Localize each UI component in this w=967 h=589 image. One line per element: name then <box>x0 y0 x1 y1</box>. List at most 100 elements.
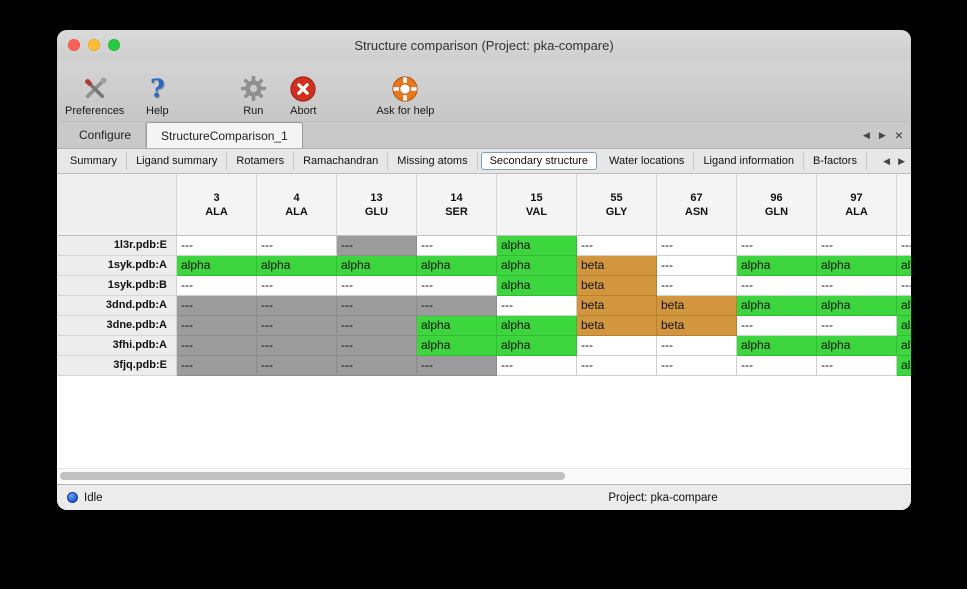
help-button[interactable]: ? Help <box>140 73 174 117</box>
table-cell-missing[interactable]: --- <box>177 336 257 356</box>
table-cell-none[interactable]: --- <box>417 276 497 296</box>
table-cell-beta[interactable]: beta <box>657 296 737 316</box>
subtab-rotamers[interactable]: Rotamers <box>227 152 295 170</box>
table-cell-alpha[interactable]: alpha <box>737 336 817 356</box>
table-cell-missing[interactable]: --- <box>337 236 417 256</box>
table-cell-beta[interactable]: beta <box>577 256 657 276</box>
table-cell-none[interactable]: --- <box>817 356 897 376</box>
subtab-water-locations[interactable]: Water locations <box>600 152 695 170</box>
table-cell-missing[interactable]: --- <box>337 296 417 316</box>
subtab-secondary-structure[interactable]: Secondary structure <box>480 152 598 170</box>
zoom-window-button[interactable] <box>108 39 120 51</box>
table-cell-none[interactable]: --- <box>897 276 911 296</box>
row-header[interactable]: 3dnd.pdb:A <box>57 296 177 316</box>
table-cell-none[interactable]: --- <box>657 336 737 356</box>
table-cell-none[interactable]: --- <box>657 276 737 296</box>
table-cell-missing[interactable]: --- <box>417 356 497 376</box>
tab-structurecomparison-1[interactable]: StructureComparison_1 <box>146 122 303 148</box>
table-cell-alpha[interactable]: alpha <box>177 256 257 276</box>
table-cell-alpha[interactable]: alpha <box>737 256 817 276</box>
table-cell-none[interactable]: --- <box>497 296 577 316</box>
table-cell-none[interactable]: --- <box>817 236 897 256</box>
table-cell-alpha[interactable]: alpha <box>497 256 577 276</box>
close-window-button[interactable] <box>68 39 80 51</box>
table-cell-none[interactable]: --- <box>497 356 577 376</box>
table-cell-beta[interactable]: beta <box>577 276 657 296</box>
table-cell-alpha[interactable]: alpha <box>497 316 577 336</box>
subtab-summary[interactable]: Summary <box>61 152 128 170</box>
minimize-window-button[interactable] <box>88 39 100 51</box>
table-cell-alpha[interactable]: alpha <box>417 316 497 336</box>
horizontal-scrollbar[interactable] <box>57 468 911 484</box>
table-cell-missing[interactable]: --- <box>337 316 417 336</box>
table-cell-none[interactable]: --- <box>257 276 337 296</box>
subtab-ramachandran[interactable]: Ramachandran <box>294 152 389 170</box>
table-cell-alpha[interactable]: alpha <box>897 296 911 316</box>
table-cell-missing[interactable]: --- <box>257 316 337 336</box>
table-cell-none[interactable]: --- <box>257 236 337 256</box>
tab-prev-icon[interactable]: ◀ <box>862 129 870 140</box>
table-cell-missing[interactable]: --- <box>177 296 257 316</box>
subtab-missing-atoms[interactable]: Missing atoms <box>388 152 478 170</box>
row-header[interactable]: 1syk.pdb:A <box>57 256 177 276</box>
table-cell-none[interactable]: --- <box>737 356 817 376</box>
run-button[interactable]: Run <box>236 73 270 117</box>
table-cell-alpha[interactable]: alpha <box>817 256 897 276</box>
table-cell-missing[interactable]: --- <box>177 316 257 336</box>
subtab-next-icon[interactable]: ▶ <box>898 155 905 166</box>
table-cell-alpha[interactable]: alpha <box>817 336 897 356</box>
table-cell-alpha[interactable]: alpha <box>257 256 337 276</box>
table-cell-alpha[interactable]: alpha <box>897 256 911 276</box>
table-cell-alpha[interactable]: alpha <box>497 336 577 356</box>
table-cell-none[interactable]: --- <box>337 276 417 296</box>
table-cell-missing[interactable]: --- <box>257 336 337 356</box>
ask-for-help-button[interactable]: Ask for help <box>376 73 434 117</box>
table-cell-alpha[interactable]: alpha <box>897 356 911 376</box>
table-cell-none[interactable]: --- <box>417 236 497 256</box>
preferences-button[interactable]: Preferences <box>65 73 124 117</box>
row-header[interactable]: 3dne.pdb:A <box>57 316 177 336</box>
row-header[interactable]: 3fhi.pdb:A <box>57 336 177 356</box>
horizontal-scrollbar-thumb[interactable] <box>60 472 565 480</box>
table-cell-alpha[interactable]: alpha <box>417 336 497 356</box>
table-cell-none[interactable]: --- <box>817 316 897 336</box>
subtab-b-factors[interactable]: B-factors <box>804 152 867 170</box>
table-cell-none[interactable]: --- <box>657 256 737 276</box>
table-cell-missing[interactable]: --- <box>337 356 417 376</box>
table-cell-alpha[interactable]: alpha <box>417 256 497 276</box>
tab-configure[interactable]: Configure <box>65 122 147 148</box>
table-cell-alpha[interactable]: alpha <box>497 236 577 256</box>
table-cell-none[interactable]: --- <box>177 276 257 296</box>
table-cell-beta[interactable]: beta <box>577 296 657 316</box>
table-cell-missing[interactable]: --- <box>257 296 337 316</box>
table-cell-missing[interactable]: --- <box>337 336 417 356</box>
table-cell-missing[interactable]: --- <box>257 356 337 376</box>
table-cell-beta[interactable]: beta <box>577 316 657 336</box>
subtab-ligand-information[interactable]: Ligand information <box>694 152 804 170</box>
table-cell-alpha[interactable]: alpha <box>337 256 417 276</box>
abort-button[interactable]: Abort <box>286 73 320 117</box>
table-cell-alpha[interactable]: alpha <box>897 316 911 336</box>
table-cell-missing[interactable]: --- <box>177 356 257 376</box>
table-cell-alpha[interactable]: alpha <box>817 296 897 316</box>
table-cell-none[interactable]: --- <box>817 276 897 296</box>
subtab-ligand-summary[interactable]: Ligand summary <box>127 152 228 170</box>
table-cell-none[interactable]: --- <box>577 356 657 376</box>
table-cell-none[interactable]: --- <box>737 316 817 336</box>
table-cell-none[interactable]: --- <box>177 236 257 256</box>
table-cell-none[interactable]: --- <box>897 236 911 256</box>
table-cell-missing[interactable]: --- <box>417 296 497 316</box>
table-cell-beta[interactable]: beta <box>657 316 737 336</box>
row-header[interactable]: 1syk.pdb:B <box>57 276 177 296</box>
table-cell-alpha[interactable]: alpha <box>737 296 817 316</box>
table-cell-none[interactable]: --- <box>737 276 817 296</box>
subtab-prev-icon[interactable]: ◀ <box>883 155 891 166</box>
row-header[interactable]: 3fjq.pdb:E <box>57 356 177 376</box>
table-cell-none[interactable]: --- <box>577 236 657 256</box>
tab-close-icon[interactable]: × <box>894 127 903 143</box>
table-cell-none[interactable]: --- <box>657 356 737 376</box>
table-cell-none[interactable]: --- <box>657 236 737 256</box>
table-cell-none[interactable]: --- <box>737 236 817 256</box>
row-header[interactable]: 1l3r.pdb:E <box>57 236 177 256</box>
tab-next-icon[interactable]: ▶ <box>878 129 886 140</box>
